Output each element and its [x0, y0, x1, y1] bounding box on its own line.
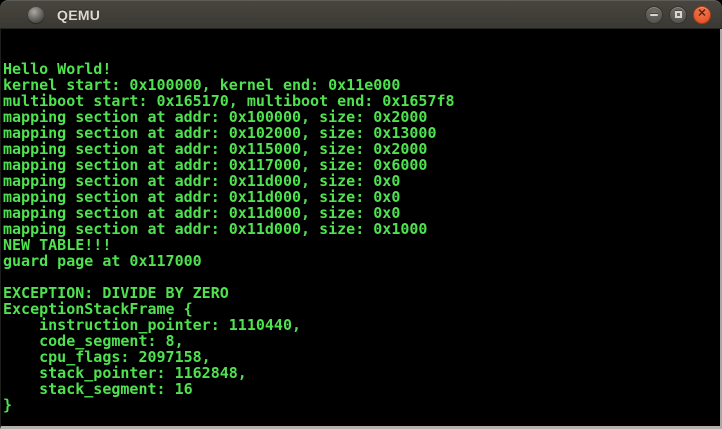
terminal-line: code_segment: 8,: [3, 332, 184, 350]
close-icon: ✕: [697, 7, 707, 20]
terminal-line: instruction_pointer: 1110440,: [3, 316, 302, 334]
terminal-line: cpu_flags: 2097158,: [3, 348, 211, 366]
terminal-line: [3, 269, 720, 285]
window-controls: ✕: [645, 5, 711, 24]
terminal-line: mapping section at addr: 0x102000, size:…: [3, 124, 437, 142]
terminal-screen[interactable]: Hello World! kernel start: 0x100000, ker…: [0, 29, 722, 429]
terminal-line: guard page at 0x117000: [3, 252, 202, 270]
terminal-line: mapping section at addr: 0x11d000, size:…: [3, 172, 401, 190]
terminal-line: stack_pointer: 1162848,: [3, 364, 247, 382]
terminal-line: [3, 413, 720, 426]
minimize-icon: [650, 13, 658, 16]
terminal-line: [3, 29, 720, 45]
maximize-icon: [674, 11, 682, 18]
terminal-line: mapping section at addr: 0x117000, size:…: [3, 156, 428, 174]
maximize-button[interactable]: [669, 5, 687, 24]
qemu-app-icon: [28, 6, 44, 23]
close-button[interactable]: ✕: [693, 5, 711, 24]
titlebar[interactable]: QEMU ✕: [0, 0, 722, 29]
terminal-line: mapping section at addr: 0x100000, size:…: [3, 108, 428, 126]
terminal-line: EXCEPTION: DIVIDE BY ZERO: [3, 284, 229, 302]
window-title: QEMU: [57, 6, 101, 23]
terminal-line: mapping section at addr: 0x11d000, size:…: [3, 188, 401, 206]
terminal-line: multiboot start: 0x165170, multiboot end…: [3, 92, 455, 110]
terminal-line: NEW TABLE!!!: [3, 236, 112, 254]
terminal-line: mapping section at addr: 0x11d000, size:…: [3, 204, 401, 222]
terminal-line: }: [3, 396, 13, 414]
terminal-line: mapping section at addr: 0x11d000, size:…: [3, 220, 428, 238]
terminal-line: Hello World!: [3, 60, 112, 78]
terminal-line: mapping section at addr: 0x115000, size:…: [3, 140, 428, 158]
terminal-line: ExceptionStackFrame {: [3, 300, 193, 318]
terminal-line: [3, 45, 720, 61]
terminal-line: stack_segment: 16: [3, 380, 193, 398]
terminal-line: kernel start: 0x100000, kernel end: 0x11…: [3, 76, 401, 94]
minimize-button[interactable]: [645, 5, 663, 24]
